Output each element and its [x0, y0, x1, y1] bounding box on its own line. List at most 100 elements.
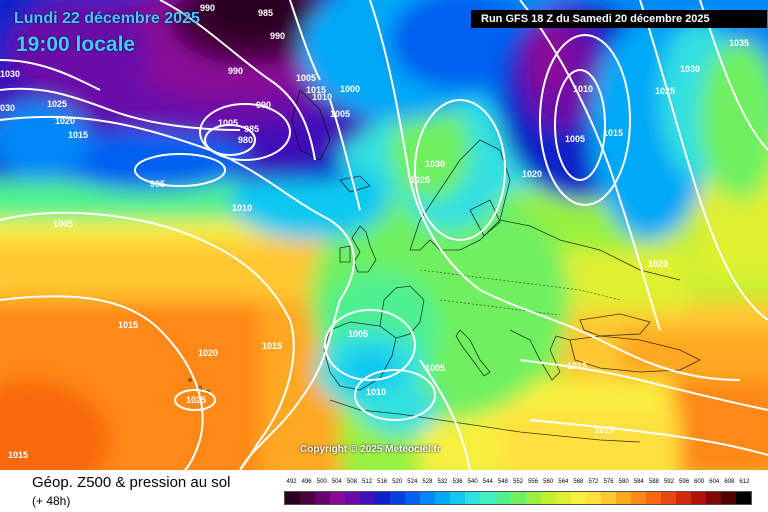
legend-swatch: [435, 492, 451, 504]
legend-tick-label: 560: [543, 479, 554, 485]
color-scale-legend: [284, 491, 752, 505]
isobar-label: 1005: [565, 134, 585, 144]
legend-swatch: [285, 492, 301, 504]
legend-tick-label: 576: [603, 479, 614, 485]
isobar-label: 1025: [47, 99, 67, 109]
legend-swatch: [645, 492, 661, 504]
legend-tick-label: 608: [724, 479, 735, 485]
legend-swatch: [585, 492, 601, 504]
legend-tick-label: 556: [528, 479, 539, 485]
legend-tick-label: 532: [437, 479, 448, 485]
legend-tick-label: 596: [679, 479, 690, 485]
legend-tick-label: 584: [633, 479, 644, 485]
legend-swatch: [495, 492, 511, 504]
forecast-date: Lundi 22 décembre 2025: [14, 10, 200, 27]
legend-tick-label: 528: [422, 479, 433, 485]
legend-swatch: [405, 492, 421, 504]
legend-swatch: [735, 492, 751, 504]
geopotential-field: [0, 0, 768, 470]
isobar-label: 1010: [366, 387, 386, 397]
isobar-label: 990: [200, 3, 215, 13]
legend-tick-label: 512: [362, 479, 373, 485]
isobar-label: 1005: [296, 73, 316, 83]
isobar-label: 1020: [522, 169, 542, 179]
isobar-label: 1030: [425, 159, 445, 169]
legend-tick-label: 540: [467, 479, 478, 485]
forecast-time: 19:00 locale: [16, 33, 136, 56]
legend-tick-label: 580: [618, 479, 629, 485]
isobar-label: 990: [228, 66, 243, 76]
legend-swatch: [375, 492, 391, 504]
isobar-label: 1035: [729, 38, 749, 48]
isobar-label: 030: [0, 103, 15, 113]
legend-swatch: [570, 492, 586, 504]
legend-tick-label: 572: [588, 479, 599, 485]
footer: Géop. Z500 & pression au sol (+ 48h) 492…: [0, 470, 768, 512]
isobar-label: 1015: [262, 341, 282, 351]
legend-tick-label: 588: [648, 479, 659, 485]
isobar-label: 1010: [312, 92, 332, 102]
isobar-label: 1025: [655, 86, 675, 96]
legend-swatch: [345, 492, 361, 504]
legend-swatch: [630, 492, 646, 504]
legend-swatch: [330, 492, 346, 504]
isobar-labels: 990 985 990 990 1030 1025 1020 1015 030 …: [0, 3, 749, 460]
isobar-label: 1015: [118, 320, 138, 330]
legend-tick-label: 548: [497, 479, 508, 485]
legend-tick-label: 520: [392, 479, 403, 485]
legend-tick-label: 524: [407, 479, 418, 485]
isobar-label: 1010: [232, 203, 252, 213]
legend-swatch: [300, 492, 316, 504]
isobar-label: 1020: [55, 116, 75, 126]
legend-swatch: [540, 492, 556, 504]
isobar-lines: [0, 0, 768, 470]
legend-swatch: [390, 492, 406, 504]
legend-tick-label: 604: [709, 479, 720, 485]
isobar-label: 1005: [348, 329, 368, 339]
isobar-label: 1015: [567, 361, 587, 371]
isobar-label: 990: [270, 31, 285, 41]
isobar-label: 1015: [594, 425, 614, 435]
isobar-label: 1025: [186, 395, 206, 405]
lead-time: (+ 48h): [32, 494, 71, 508]
isobar-label: 1015: [306, 85, 326, 95]
legend-swatch: [480, 492, 496, 504]
isobar-label: 1025: [410, 175, 430, 185]
isobar-label: 1015: [68, 130, 88, 140]
isobar-label: 1005: [425, 363, 445, 373]
run-info: Run GFS 18 Z du Samedi 20 décembre 2025: [471, 10, 767, 28]
legend-swatch: [510, 492, 526, 504]
legend-tick-label: 500: [316, 479, 327, 485]
legend-swatch: [450, 492, 466, 504]
legend-swatch: [525, 492, 541, 504]
isobar-label: 1020: [648, 259, 668, 269]
legend-swatch: [705, 492, 721, 504]
weather-map: 990 985 990 990 1030 1025 1020 1015 030 …: [0, 0, 768, 470]
isobar-label: 980: [238, 135, 253, 145]
legend-tick-label: 564: [558, 479, 569, 485]
legend-tick-label: 516: [377, 479, 388, 485]
legend-swatch: [660, 492, 676, 504]
isobar-label: 1000: [340, 84, 360, 94]
isobar-label: 985: [258, 8, 273, 18]
product-title: Géop. Z500 & pression au sol: [32, 474, 231, 491]
legend-tick-label: 612: [739, 479, 750, 485]
legend-swatch: [675, 492, 691, 504]
legend-ticks: 492 496 500 504 508 512 516 520 524 528 532 536 540 5…: [284, 479, 752, 489]
legend-tick-label: 504: [331, 479, 342, 485]
legend-swatch: [555, 492, 571, 504]
legend-tick-label: 492: [286, 479, 297, 485]
legend-tick-label: 496: [301, 479, 312, 485]
legend-tick-label: 544: [482, 479, 493, 485]
legend-swatch: [315, 492, 331, 504]
legend-swatch: [420, 492, 436, 504]
legend-swatch: [360, 492, 376, 504]
legend-tick-label: 592: [663, 479, 674, 485]
isobar-label: 990: [256, 100, 271, 110]
isobar-label: 1015: [603, 128, 623, 138]
coastlines: [188, 89, 701, 443]
legend-swatch: [720, 492, 736, 504]
isobar-label: 985: [244, 124, 259, 134]
legend-tick-label: 568: [573, 479, 584, 485]
